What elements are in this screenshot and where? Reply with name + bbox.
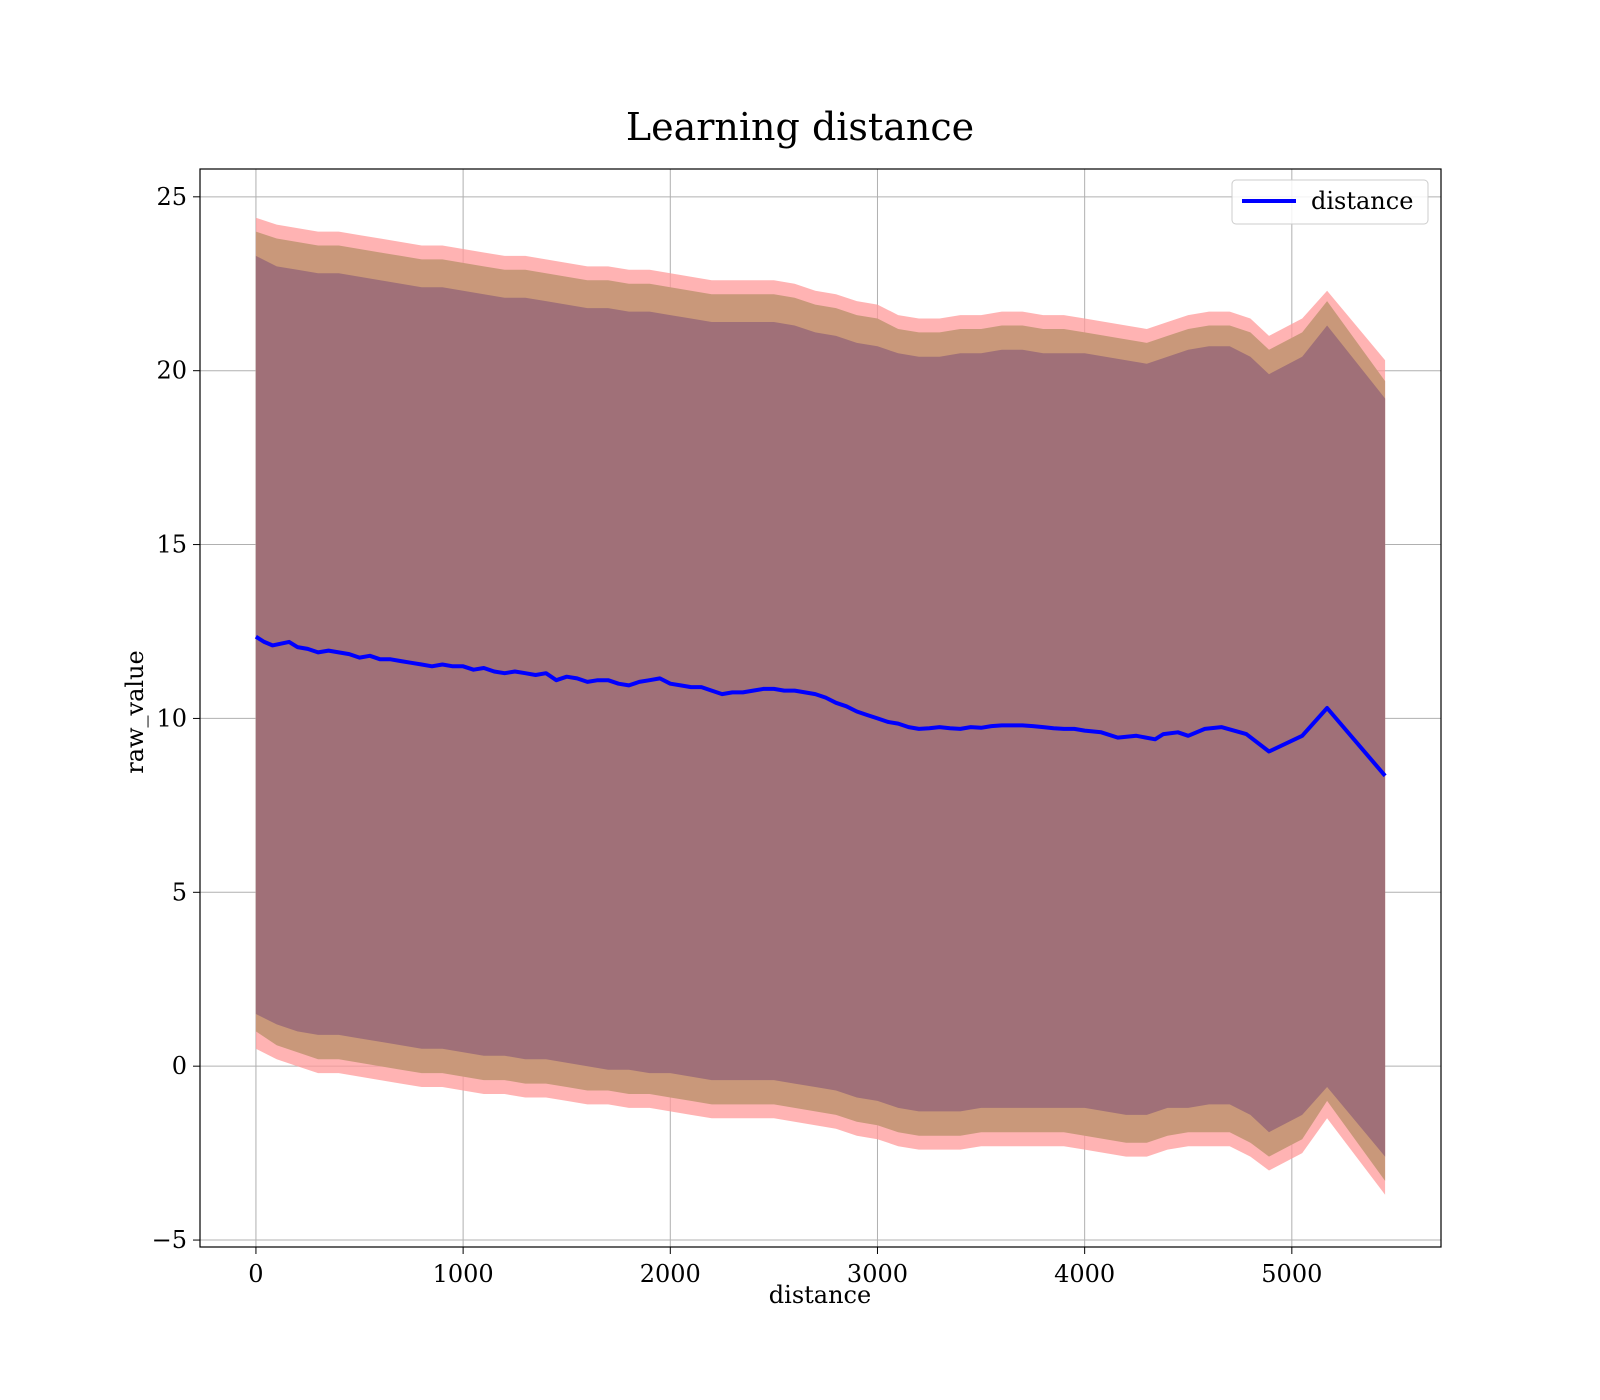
confidence-bands	[255, 217, 1386, 1195]
legend: distance	[1231, 179, 1429, 225]
x-tick-label: 3000	[847, 1260, 908, 1288]
y-tick-label: 25	[156, 183, 187, 211]
x-tick-label: 2000	[640, 1260, 701, 1288]
x-tick-label: 5000	[1261, 1260, 1322, 1288]
x-tick-label: 4000	[1054, 1260, 1115, 1288]
y-axis-title: raw_value	[121, 650, 149, 774]
chart-title: Learning distance	[626, 105, 974, 149]
y-tick-label: 5	[172, 878, 187, 906]
series-line-distance	[254, 635, 1387, 778]
x-axis-title: distance	[769, 1281, 871, 1309]
legend-box	[1231, 179, 1429, 225]
band-inner	[255, 255, 1386, 1157]
legend-label-distance: distance	[1311, 187, 1413, 215]
x-tick-label: 1000	[433, 1260, 494, 1288]
x-tick-label: 0	[248, 1260, 263, 1288]
plot-frame	[199, 168, 1442, 1248]
y-tick-label: 0	[172, 1052, 187, 1080]
axis-ticks: 0 1000 2000 3000 4000 5000 −5 0 5 10 15 20 25	[152, 183, 1323, 1288]
y-tick-label: 15	[156, 531, 187, 559]
y-tick-label: 10	[156, 704, 187, 732]
y-tick-label: 20	[156, 357, 187, 385]
series-lines	[254, 635, 1387, 778]
y-tick-label: −5	[152, 1226, 187, 1254]
